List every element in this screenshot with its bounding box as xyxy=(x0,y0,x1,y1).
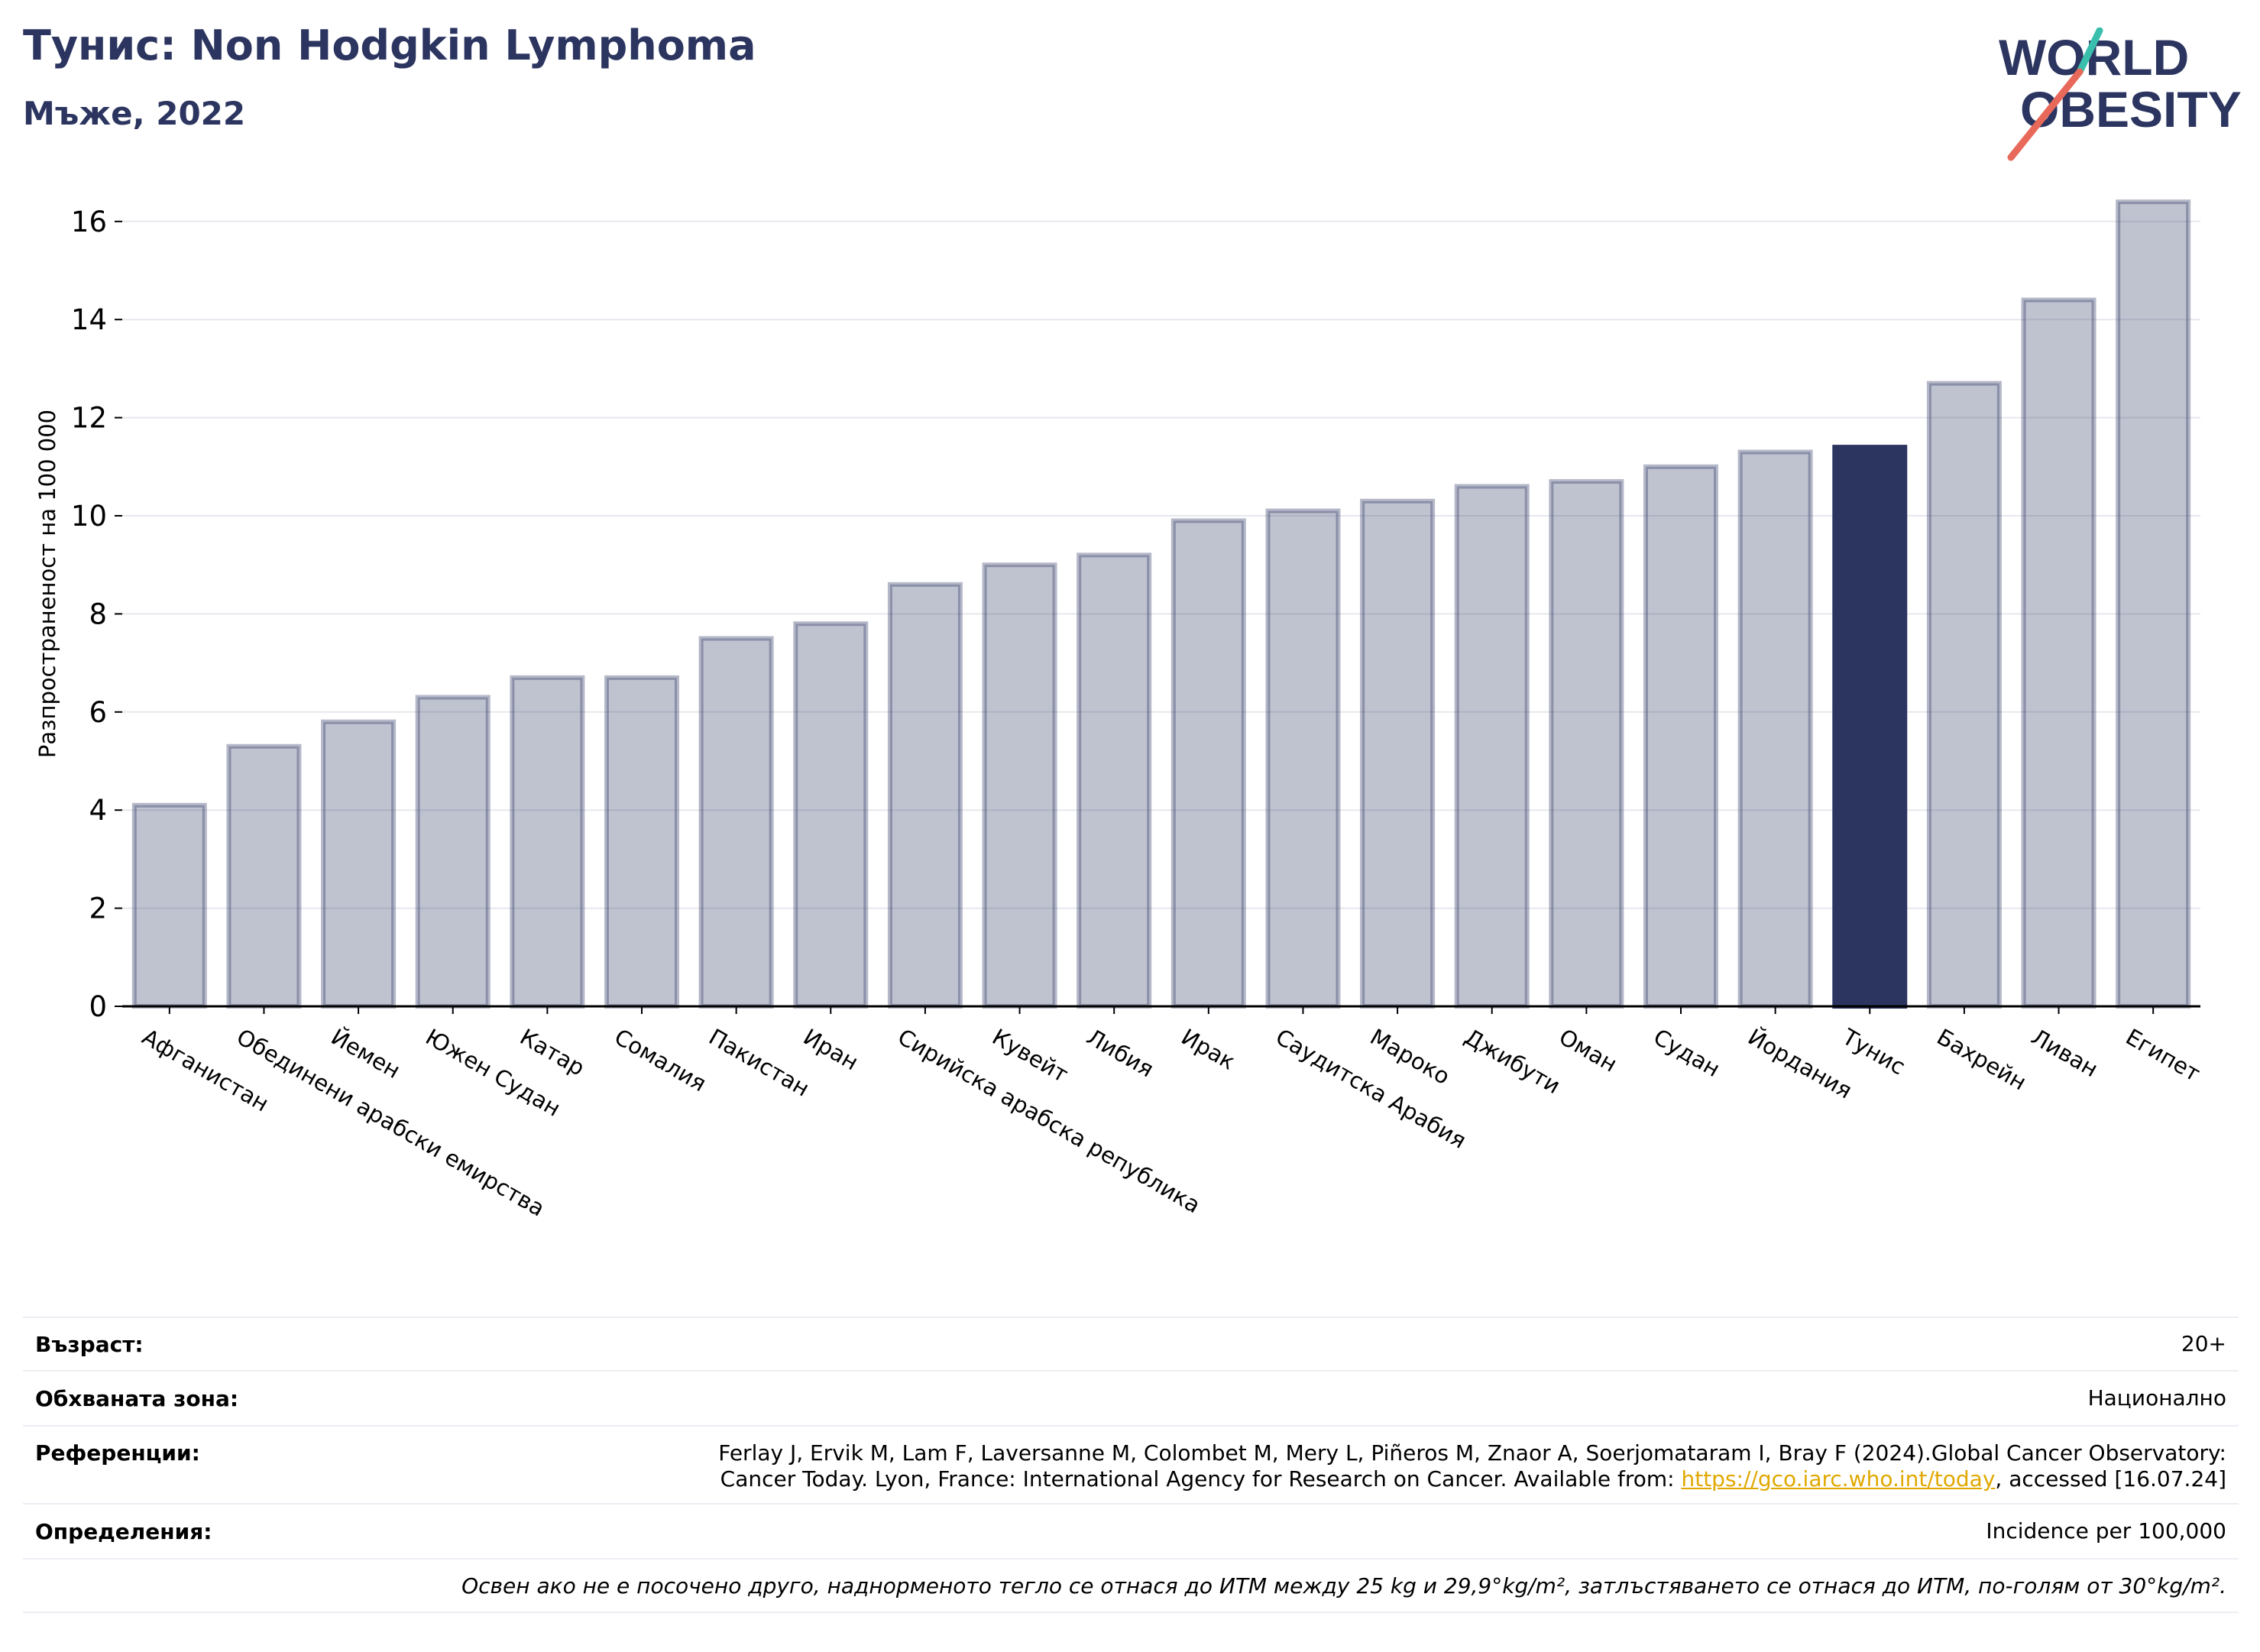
references-line1: Ferlay J, Ervik M, Lam F, Laversanne M, … xyxy=(718,1440,2226,1466)
bar xyxy=(415,695,491,1009)
age-label: Възраст: xyxy=(35,1331,144,1357)
bar xyxy=(1077,552,1152,1009)
x-tick-label: Бахрейн xyxy=(1932,1024,2031,1096)
x-tick-label: Катар xyxy=(516,1024,589,1081)
x-tick-label: Йордания xyxy=(1744,1024,1857,1104)
info-row-coverage: Обхваната зона: Национално xyxy=(23,1372,2239,1427)
bar xyxy=(982,562,1057,1009)
x-tick-label: Ливан xyxy=(2027,1024,2103,1083)
bar-layer xyxy=(131,199,2191,1009)
y-tick-label: 4 xyxy=(89,794,107,827)
bar xyxy=(131,802,207,1009)
x-tick-label: Тунис xyxy=(1837,1023,1910,1080)
y-tick-label: 0 xyxy=(89,990,107,1023)
y-tick-label: 16 xyxy=(71,206,107,238)
x-tick-label: Джибути xyxy=(1460,1024,1565,1100)
logo-slash-bottom xyxy=(2007,68,2084,161)
y-tick-label: 2 xyxy=(89,892,107,925)
references-value: Ferlay J, Ervik M, Lam F, Laversanne M, … xyxy=(718,1440,2226,1492)
x-tick-label: Судан xyxy=(1650,1024,1725,1083)
definitions-label: Определения: xyxy=(35,1518,212,1544)
x-tick-label: Ирак xyxy=(1177,1024,1239,1075)
x-tick-label: Сомалия xyxy=(610,1024,711,1097)
age-value: 20+ xyxy=(2181,1331,2226,1356)
bar xyxy=(510,675,585,1009)
definition-note: Освен ако не е посочено друго, наднормен… xyxy=(461,1573,2226,1599)
world-obesity-logo: WORLD OBESITY xyxy=(1999,28,2242,161)
bar xyxy=(793,621,869,1009)
info-row-age: Възраст: 20+ xyxy=(23,1318,2239,1372)
x-tick-label: Египет xyxy=(2122,1024,2205,1087)
definitions-value: Incidence per 100,000 xyxy=(1986,1518,2226,1543)
x-tick-label: Иран xyxy=(799,1024,863,1076)
y-tick-label: 6 xyxy=(89,696,107,729)
coverage-label: Обхваната зона: xyxy=(35,1385,239,1411)
bar xyxy=(2021,297,2096,1009)
bar xyxy=(321,719,397,1009)
page-subtitle: Мъже, 2022 xyxy=(23,95,246,132)
bar xyxy=(1926,381,2002,1009)
references-link[interactable]: https://gco.iarc.who.int/today xyxy=(1681,1466,1996,1492)
bar xyxy=(1360,498,1436,1009)
x-tick-label: Оман xyxy=(1555,1024,1622,1077)
x-tick-label: Йемен xyxy=(327,1024,405,1084)
bar xyxy=(226,743,302,1009)
info-row-references: Референции: Ferlay J, Ervik M, Lam F, La… xyxy=(23,1427,2239,1505)
y-tick-label: 14 xyxy=(71,303,107,336)
y-tick-label: 12 xyxy=(71,402,107,435)
references-line2-prefix: Cancer Today. Lyon, France: Internationa… xyxy=(720,1466,1682,1492)
info-table: Възраст: 20+ Обхваната зона: Национално … xyxy=(23,1317,2239,1613)
bar xyxy=(1170,518,1246,1009)
x-tick-label: Пакистан xyxy=(704,1024,814,1102)
y-axis-label: Разпространеност на 100 000 xyxy=(34,410,60,758)
x-tick-label: Либия xyxy=(1083,1024,1158,1083)
bar xyxy=(887,581,963,1009)
bar xyxy=(1643,464,1718,1009)
bar xyxy=(604,675,679,1009)
bar xyxy=(1265,508,1341,1009)
y-tick-label: 8 xyxy=(89,598,107,630)
references-label: Референции: xyxy=(35,1440,200,1466)
references-line2-suffix: , accessed [16.07.24] xyxy=(1995,1466,2226,1492)
coverage-value: Национално xyxy=(2087,1385,2226,1411)
bar xyxy=(1737,449,1813,1009)
info-row-note: Освен ако не е посочено друго, наднормен… xyxy=(23,1560,2239,1613)
info-row-definitions: Определения: Incidence per 100,000 xyxy=(23,1505,2239,1560)
references-line2: Cancer Today. Lyon, France: Internationa… xyxy=(718,1466,2226,1492)
y-tick-label: 10 xyxy=(71,500,107,533)
bar-highlighted xyxy=(1832,445,1908,1009)
page-title: Тунис: Non Hodgkin Lymphoma xyxy=(23,21,756,70)
logo-slash-top xyxy=(2076,28,2103,76)
bar xyxy=(2116,199,2191,1009)
bar xyxy=(698,636,774,1009)
bar xyxy=(1549,479,1624,1009)
logo-line2: OBESITY xyxy=(2020,81,2242,138)
bar xyxy=(1454,484,1530,1009)
